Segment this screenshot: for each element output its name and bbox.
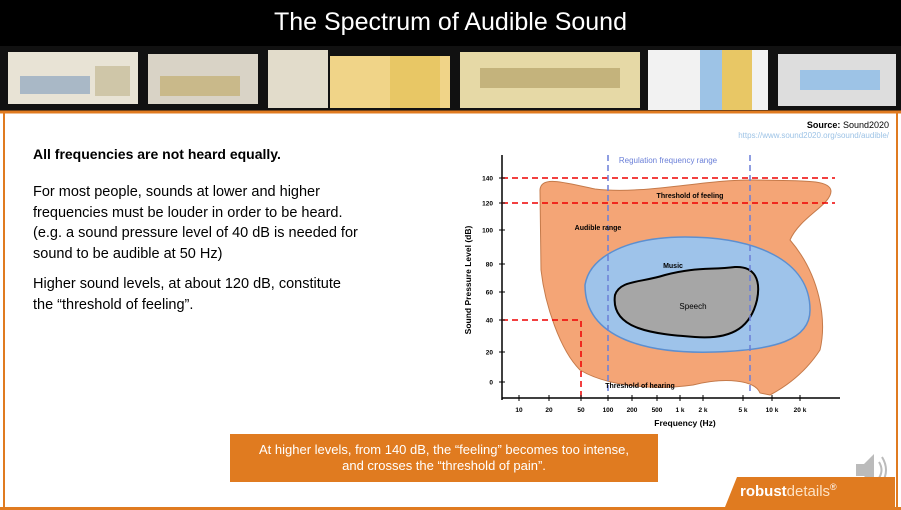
- source-label: Source:: [807, 120, 841, 130]
- y-tick-label: 20: [486, 350, 494, 357]
- logo-text: robustdetails®: [740, 482, 837, 500]
- x-tick-label: 2 k: [698, 407, 707, 414]
- y-tick-label: 80: [486, 262, 494, 269]
- x-tick-label: 1 k: [675, 407, 684, 414]
- y-tick-label: 0: [489, 380, 493, 387]
- region-label: Audible range: [575, 225, 622, 232]
- source: Source: Sound2020: [807, 120, 889, 130]
- y-axis-label: Sound Pressure Level (dB): [463, 226, 473, 335]
- logo-part: robust: [740, 483, 787, 500]
- audibility-diagram: Regulation frequency range Threshold of …: [455, 145, 855, 430]
- y-tick-label: 40: [486, 318, 494, 325]
- source-name: Sound2020: [843, 120, 889, 130]
- region-label: Speech: [679, 302, 706, 311]
- y-tick-label: 60: [486, 290, 494, 297]
- heading: All frequencies are not heard equally.: [33, 146, 281, 162]
- slide-title: The Spectrum of Audible Sound: [0, 8, 901, 37]
- x-axis-label: Frequency (Hz): [654, 418, 716, 428]
- x-tick-label: 5 k: [738, 407, 747, 414]
- x-tick-label: 100: [603, 407, 614, 414]
- callout-text: At higher levels, from 140 dB, the “feel…: [250, 442, 638, 474]
- y-tick-label: 120: [482, 201, 493, 208]
- paragraph: Higher sound levels, at about 120 dB, co…: [33, 274, 363, 315]
- paragraph: For most people, sounds at lower and hig…: [33, 182, 363, 264]
- slide: The Spectrum of Audible Sound All freque…: [0, 0, 901, 510]
- region-label: Threshold of hearing: [605, 383, 675, 390]
- x-tick-label: 200: [627, 407, 638, 414]
- image-strip: [0, 46, 901, 114]
- x-tick-label: 20 k: [794, 407, 807, 414]
- border-left: [3, 112, 5, 510]
- x-tick-label: 10: [515, 407, 523, 414]
- logo-mark: ®: [830, 482, 837, 492]
- y-tick-label: 100: [482, 228, 493, 235]
- callout: At higher levels, from 140 dB, the “feel…: [230, 434, 658, 482]
- border-right: [896, 112, 898, 510]
- x-tick-label: 500: [652, 407, 663, 414]
- regulation-label: Regulation frequency range: [619, 156, 718, 165]
- source-url[interactable]: https://www.sound2020.org/sound/audible/: [738, 131, 889, 140]
- x-tick-label: 50: [577, 407, 585, 414]
- x-tick-label: 10 k: [766, 407, 779, 414]
- y-tick-label: 140: [482, 176, 493, 183]
- x-tick-label: 20: [545, 407, 553, 414]
- region-label: Music: [663, 263, 683, 270]
- region-label: Threshold of feeling: [657, 193, 724, 200]
- logo-part: details: [787, 483, 830, 500]
